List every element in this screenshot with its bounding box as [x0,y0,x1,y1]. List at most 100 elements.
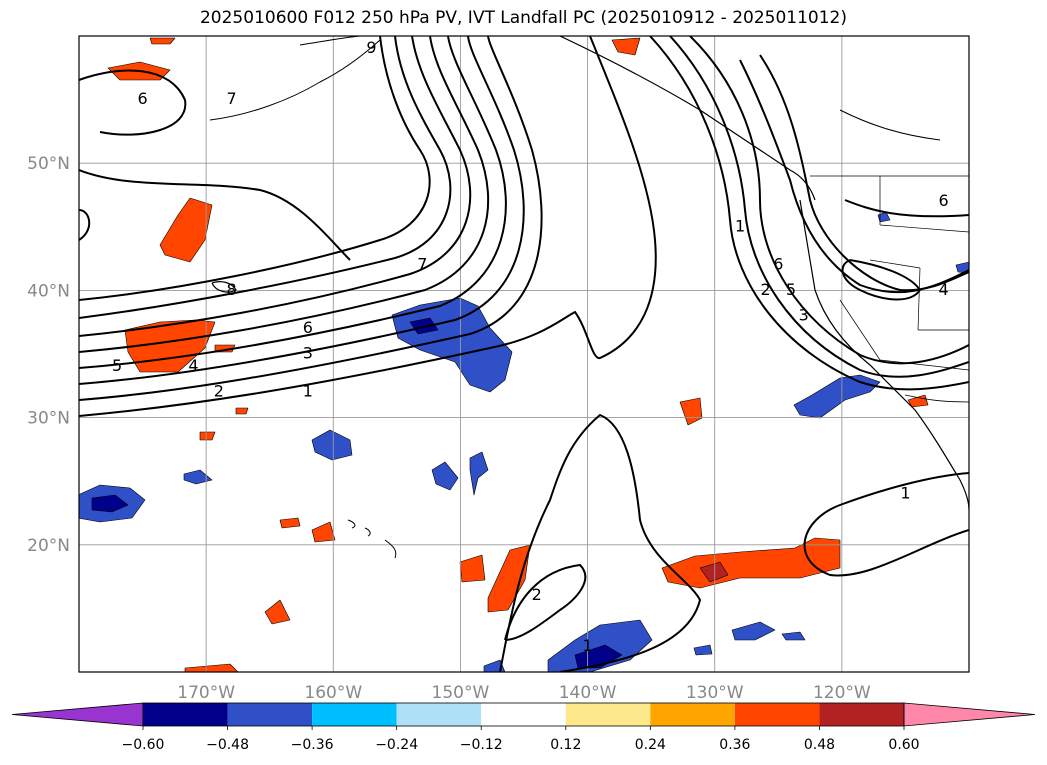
mexico-border [904,394,969,403]
colorbar-segment [565,703,651,726]
contour-label: 7 [417,254,427,273]
pv-positive-anomaly [149,37,176,45]
pv-negative-anomaly [311,429,353,461]
colorbar-segment [734,703,820,726]
latitude-label: 40°N [27,281,70,301]
colorbar-segment [819,703,904,726]
pv-positive-anomaly [907,394,929,408]
contour-label: 3 [799,305,809,324]
contour-label: 5 [786,280,796,299]
pv-positive-anomaly [264,599,291,625]
island [211,281,237,293]
pv-negative-anomaly [183,469,213,485]
contour-label: 1 [900,483,910,502]
pv-contour [803,472,969,577]
pv-contour [79,36,472,337]
colorbar-tick-label: −0.48 [206,737,249,753]
contour-label: 2 [532,585,542,604]
pv-contour [669,36,969,378]
contour-label: 6 [938,191,948,210]
pv-contour [759,54,969,292]
pv-negative-anomaly [731,621,776,641]
pv-negative-anomaly [431,461,459,491]
contour-label: 2 [760,280,770,299]
chart-title: 2025010600 F012 250 hPa PV, IVT Landfall… [199,8,847,28]
colorbar-tick-label: 0.36 [719,737,750,753]
pv-strong-negative-anomaly [91,494,129,513]
contour-label: 6 [773,254,783,273]
pv-negative-anomaly [391,297,513,393]
pv-contour [79,36,490,353]
pv-strong-positive-anomaly [699,561,729,583]
pv-contour [79,36,525,385]
colorbar-tick-label: −0.24 [375,737,418,753]
pv-positive-anomaly [611,37,641,56]
latitude-label: 20°N [27,536,70,556]
pv-contour [649,36,969,391]
pv-negative-anomaly [693,644,713,656]
contour-label: 6 [137,89,147,108]
contour-label: 4 [938,280,948,299]
pv-contour [79,169,351,261]
contour-label: 9 [366,38,376,57]
pv-contour [841,259,922,301]
canada-coast [839,109,941,141]
contour-label: 7 [226,89,236,108]
pv-contour [79,209,91,241]
west-coast [799,199,969,511]
pv-contour [689,36,969,365]
pv-negative-anomaly [955,261,969,274]
pv-contour [79,69,187,136]
pv-negative-anomaly [877,211,891,223]
pv-contour [79,36,543,401]
longitude-label: 150°W [432,683,490,700]
alaska-peninsula-coast [209,39,381,121]
pv-positive-anomaly [459,554,486,583]
pv-contour [844,199,969,218]
pv-contour [499,413,702,672]
colorbar-segment [143,703,228,726]
pv-positive-anomaly [311,521,336,543]
colorbar-segment [312,703,397,726]
contour-label: 1 [735,216,745,235]
longitude-label: 170°W [177,683,235,700]
longitude-label: 140°W [559,683,617,700]
map-frame [78,35,970,673]
colorbar-tick-label: −0.36 [291,737,334,753]
pv-contour [79,36,431,301]
pv-positive-anomaly [679,397,703,426]
colorbar-outline [142,702,905,727]
colorbar-tick-label: 0.24 [635,737,666,753]
contour-label: 6 [303,318,313,337]
longitude-label: 120°W [813,683,871,700]
pv-positive-anomaly [661,537,841,589]
colorbar-tick-label: 0.60 [888,737,919,753]
pv-contour [79,36,507,369]
pv-contour [504,563,587,641]
hawaii-islands [347,519,397,559]
pv-contour [79,36,452,319]
colorbar-segment [481,703,566,726]
colorbar-segment [227,703,313,726]
contour-label: 5 [112,356,122,375]
pv-contour [79,36,657,417]
latitude-label: 30°N [27,409,70,429]
latitude-label: 50°N [27,154,70,174]
contour-label: 1 [303,382,313,401]
pv-negative-anomaly [781,631,806,641]
colorbar-extend-high [903,702,1036,727]
pv-positive-anomaly [124,319,216,373]
contour-label: 4 [188,356,198,375]
pv-positive-anomaly [487,544,531,613]
contour-label: 2 [214,382,224,401]
longitude-label: 130°W [686,683,744,700]
state-borders [839,176,969,371]
colorbar-extend-low [11,702,144,727]
colorbar-segment [396,703,482,726]
pv-contour [739,59,969,294]
colorbar-tick-label: −0.60 [122,737,165,753]
contour-label: 1 [582,636,592,655]
alaska-panhandle-coast [559,36,816,201]
pv-positive-anomaly [235,407,249,415]
